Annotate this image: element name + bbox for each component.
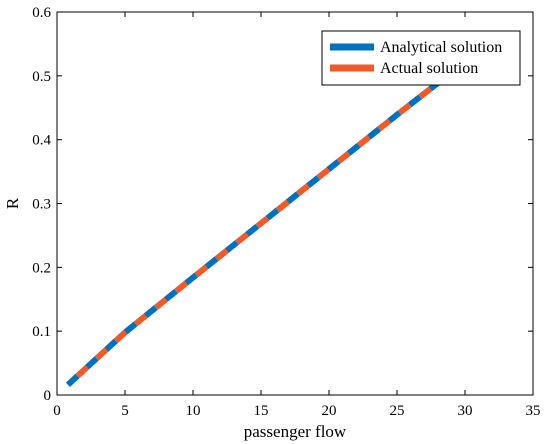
x-tick-label: 15 [254, 403, 269, 419]
x-tick-label: 35 [526, 403, 541, 419]
x-tick-label: 20 [322, 403, 337, 419]
series-line-analytical-solution [65, 54, 474, 387]
x-tick-label: 10 [186, 403, 201, 419]
legend-label-analytical-solution: Analytical solution [380, 39, 502, 56]
y-tick-label: 0.4 [32, 133, 51, 149]
x-tick-label: 0 [53, 403, 61, 419]
x-tick-label: 25 [390, 403, 405, 419]
y-axis-label: R [3, 197, 22, 209]
x-tick-label: 30 [458, 403, 473, 419]
y-tick-label: 0.6 [32, 5, 51, 21]
y-tick-label: 0.3 [32, 197, 51, 213]
series-lines [65, 54, 474, 387]
series-line-actual-solution [65, 54, 474, 387]
y-tick-label: 0 [44, 388, 52, 404]
x-tick-label: 5 [121, 403, 129, 419]
legend-box [321, 30, 521, 86]
y-axis-ticks: 0 0.1 0.2 0.3 0.4 0.5 0.6 [32, 5, 533, 404]
y-tick-label: 0.5 [32, 69, 51, 85]
x-axis-ticks: 0 5 10 15 20 25 30 35 [53, 12, 541, 419]
legend-label-actual-solution: Actual solution [380, 60, 478, 77]
legend: Analytical solution Actual solution [321, 30, 521, 86]
x-axis-label: passenger flow [244, 422, 347, 441]
y-tick-label: 0.1 [32, 324, 51, 340]
y-tick-label: 0.2 [32, 260, 51, 276]
